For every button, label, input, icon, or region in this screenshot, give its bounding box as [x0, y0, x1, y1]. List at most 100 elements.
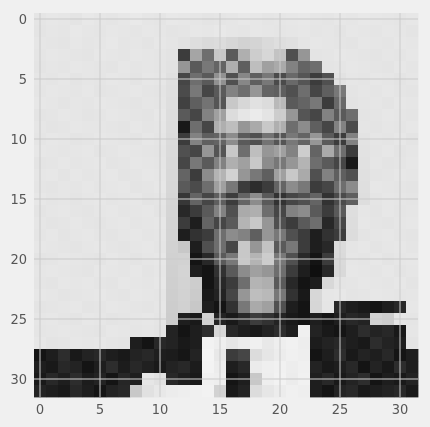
heatmap-cell: [58, 181, 71, 194]
heatmap-cell: [358, 181, 371, 194]
heatmap-cell: [250, 265, 263, 278]
heatmap-cell: [142, 229, 155, 242]
x-tick-label: 30: [392, 403, 409, 418]
heatmap-cell: [382, 145, 395, 158]
heatmap-cell: [106, 169, 119, 182]
heatmap-cell: [370, 109, 383, 122]
heatmap-cell: [202, 37, 215, 50]
heatmap-cell: [250, 61, 263, 74]
heatmap-cell: [370, 37, 383, 50]
heatmap-cell: [166, 229, 179, 242]
heatmap-cell: [190, 181, 203, 194]
heatmap-cell: [298, 97, 311, 110]
heatmap-cell: [106, 205, 119, 218]
heatmap-cell: [226, 265, 239, 278]
heatmap-cell: [250, 277, 263, 290]
heatmap-cell: [202, 181, 215, 194]
heatmap-cell: [46, 217, 59, 230]
heatmap-cell: [46, 157, 59, 170]
heatmap-cell: [226, 157, 239, 170]
heatmap-cell: [58, 205, 71, 218]
heatmap-cell: [250, 85, 263, 98]
heatmap-cell: [58, 217, 71, 230]
heatmap-cell: [82, 241, 95, 254]
heatmap-cell: [382, 349, 395, 362]
heatmap-cell: [406, 205, 419, 218]
heatmap-cell: [142, 289, 155, 302]
heatmap-cell: [178, 301, 191, 314]
heatmap-cell: [82, 109, 95, 122]
heatmap-cell: [370, 85, 383, 98]
heatmap-cell: [286, 49, 299, 62]
heatmap-cell: [82, 385, 95, 398]
heatmap-cell: [358, 205, 371, 218]
heatmap-cell: [370, 385, 383, 398]
heatmap-cell: [202, 265, 215, 278]
heatmap-cell: [310, 265, 323, 278]
heatmap-cell: [130, 289, 143, 302]
heatmap-cell: [70, 325, 83, 338]
heatmap-cell: [250, 157, 263, 170]
heatmap-cell: [190, 145, 203, 158]
heatmap-cell: [262, 61, 275, 74]
heatmap-cell: [250, 289, 263, 302]
heatmap-cell: [370, 157, 383, 170]
heatmap-cell: [142, 181, 155, 194]
heatmap-cell: [358, 265, 371, 278]
heatmap-cell: [82, 25, 95, 38]
heatmap-cell: [238, 49, 251, 62]
heatmap-cell: [70, 61, 83, 74]
heatmap-cell: [142, 337, 155, 350]
heatmap-cell: [130, 325, 143, 338]
heatmap-cell: [298, 229, 311, 242]
heatmap-cell: [130, 121, 143, 134]
heatmap-cell: [406, 385, 419, 398]
heatmap-cell: [166, 277, 179, 290]
heatmap-cell: [358, 349, 371, 362]
heatmap-cell: [262, 169, 275, 182]
heatmap-cell: [142, 205, 155, 218]
heatmap-cell: [346, 385, 359, 398]
heatmap-cell: [286, 337, 299, 350]
heatmap-cell: [346, 277, 359, 290]
heatmap-cell: [406, 61, 419, 74]
heatmap-cell: [322, 337, 335, 350]
heatmap-cell: [46, 205, 59, 218]
heatmap-cell: [190, 289, 203, 302]
heatmap-cell: [370, 25, 383, 38]
heatmap-cell: [370, 301, 383, 314]
heatmap-cell: [382, 325, 395, 338]
heatmap-cell: [298, 205, 311, 218]
heatmap-cell: [358, 277, 371, 290]
heatmap-cell: [238, 241, 251, 254]
heatmap-cell: [70, 145, 83, 158]
heatmap-cell: [310, 337, 323, 350]
heatmap-cell: [262, 85, 275, 98]
heatmap-cell: [370, 97, 383, 110]
heatmap-cell: [106, 349, 119, 362]
heatmap-cell: [46, 61, 59, 74]
heatmap-cell: [106, 325, 119, 338]
heatmap-cell: [70, 277, 83, 290]
heatmap-cell: [250, 25, 263, 38]
heatmap-cell: [70, 109, 83, 122]
heatmap-cell: [190, 361, 203, 374]
heatmap-cell: [46, 145, 59, 158]
heatmap-cell: [406, 265, 419, 278]
heatmap-cell: [118, 289, 131, 302]
heatmap-cell: [130, 385, 143, 398]
heatmap-cell: [118, 385, 131, 398]
heatmap-cell: [58, 109, 71, 122]
heatmap-cell: [178, 37, 191, 50]
heatmap-cell: [46, 181, 59, 194]
heatmap-cell: [406, 337, 419, 350]
heatmap-cell: [382, 205, 395, 218]
heatmap-cell: [142, 121, 155, 134]
heatmap-cell: [202, 217, 215, 230]
heatmap-cell: [286, 277, 299, 290]
heatmap-cell: [58, 61, 71, 74]
heatmap-cell: [286, 349, 299, 362]
heatmap-cell: [202, 289, 215, 302]
heatmap-cell: [190, 169, 203, 182]
heatmap-cell: [58, 49, 71, 62]
